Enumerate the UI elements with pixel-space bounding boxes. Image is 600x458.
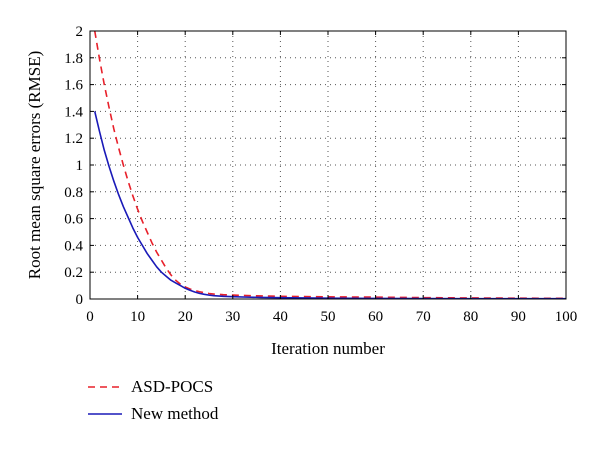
x-tick-label-6: 60 xyxy=(368,309,383,325)
x-tick-label-9: 90 xyxy=(511,309,526,325)
tick-layer: 0 10 20 30 40 50 60 70 80 90 100 0 0.2 0.4 0.6 0.8 1 1.2 1… xyxy=(64,24,577,325)
legend: ASD-POCS New method xyxy=(88,377,219,423)
x-tick-label-8: 80 xyxy=(463,309,478,325)
y-tick-label-10: 2 xyxy=(76,24,84,40)
x-tick-label-1: 10 xyxy=(130,309,145,325)
y-axis-label: Root mean square errors (RMSE) xyxy=(25,51,44,280)
grid-layer xyxy=(90,31,566,299)
y-tick-label-2: 0.4 xyxy=(64,238,83,254)
y-tick-label-0: 0 xyxy=(76,292,84,308)
y-tick-label-4: 0.8 xyxy=(64,185,83,201)
y-tick-label-6: 1.2 xyxy=(64,131,83,147)
series-line-asd-pocs xyxy=(93,30,567,300)
x-tick-label-10: 100 xyxy=(555,309,578,325)
y-tick-label-5: 1 xyxy=(76,158,84,174)
legend-label-new-method: New method xyxy=(131,404,219,423)
series-layer xyxy=(93,30,567,300)
x-tick-label-0: 0 xyxy=(86,309,94,325)
x-tick-label-5: 50 xyxy=(321,309,336,325)
x-tick-label-3: 30 xyxy=(225,309,240,325)
y-tick-label-3: 0.6 xyxy=(64,212,83,228)
y-tick-label-1: 0.2 xyxy=(64,265,83,281)
y-tick-label-9: 1.8 xyxy=(64,51,83,67)
x-tick-label-4: 40 xyxy=(273,309,288,325)
y-tick-label-8: 1.6 xyxy=(64,78,83,94)
x-tick-label-2: 20 xyxy=(178,309,193,325)
x-axis-label: Iteration number xyxy=(271,339,385,358)
series-line-new-method xyxy=(93,111,566,300)
legend-label-asd-pocs: ASD-POCS xyxy=(131,377,213,396)
x-tick-label-7: 70 xyxy=(416,309,431,325)
y-tick-label-7: 1.4 xyxy=(64,104,83,120)
